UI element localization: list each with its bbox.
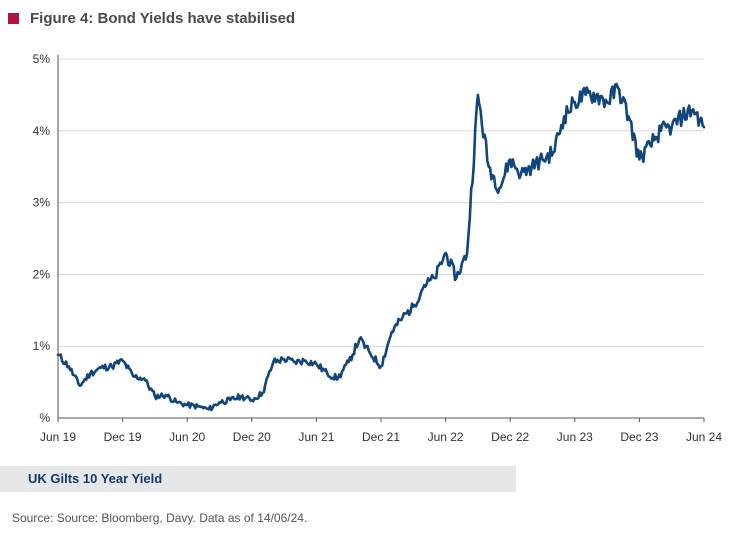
x-tick-label-1: Dec 19 — [104, 430, 142, 444]
x-tick-label-8: Jun 23 — [557, 430, 593, 444]
y-tick-label-2: 2% — [33, 267, 51, 281]
x-tick-label-9: Dec 23 — [620, 430, 658, 444]
title-marker-square — [8, 13, 19, 24]
line-chart: % 1% 2% 3% 4% 5% Jun 19 Dec 19 Jun 20 Dec 20 Jun 2… — [33, 52, 723, 444]
chart-caption: UK Gilts 10 Year Yield — [28, 471, 163, 486]
figure-title-row: Figure 4: Bond Yields have stabilised — [8, 10, 295, 27]
x-tick-label-3: Dec 20 — [233, 430, 271, 444]
x-tick-label-7: Dec 22 — [491, 430, 529, 444]
x-tick-label-10: Jun 24 — [686, 430, 722, 444]
y-tick-label-5: 5% — [33, 52, 51, 66]
y-tick-label-1: 1% — [33, 339, 51, 353]
series-line-0 — [56, 82, 706, 412]
x-tick-label-6: Jun 22 — [428, 430, 464, 444]
y-tick-label-4: 4% — [33, 124, 51, 138]
x-tick-label-5: Dec 21 — [362, 430, 400, 444]
y-tick-label-0: % — [39, 411, 50, 425]
y-tick-label-3: 3% — [33, 196, 51, 210]
x-tick-label-2: Jun 20 — [169, 430, 205, 444]
source-note: Source: Source: Bloomberg, Davy. Data as… — [12, 511, 308, 525]
figure-title: Figure 4: Bond Yields have stabilised — [30, 10, 296, 27]
caption-bar: UK Gilts 10 Year Yield — [0, 466, 516, 492]
x-tick-label-4: Jun 21 — [298, 430, 334, 444]
x-tick-label-0: Jun 19 — [40, 430, 76, 444]
